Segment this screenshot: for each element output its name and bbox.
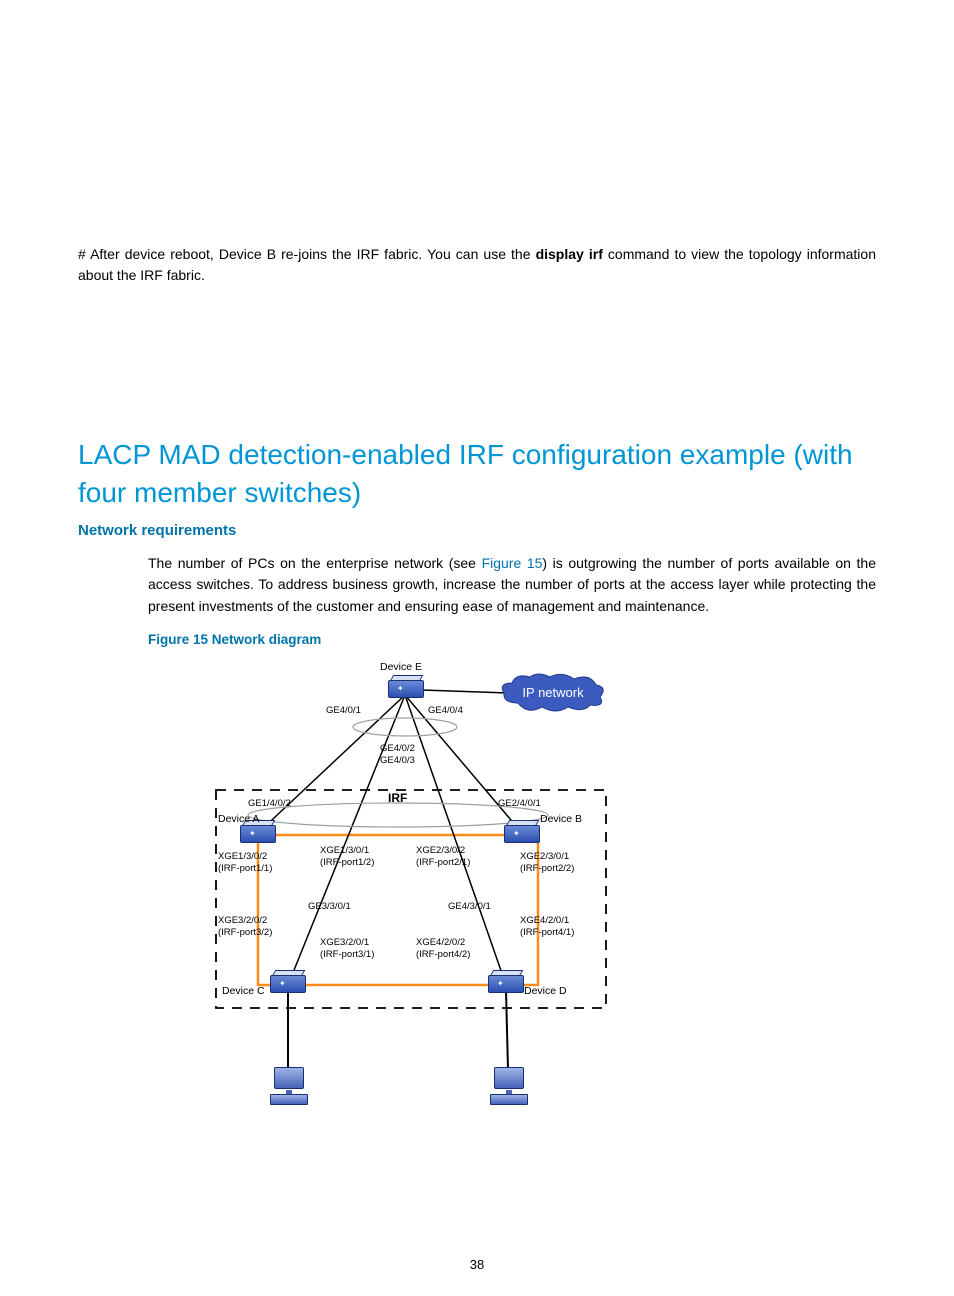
page-number: 38 [0, 1257, 954, 1272]
port-ge401: GE4/0/1 [326, 705, 361, 716]
port-xge3202: XGE3/2/0/2 [218, 915, 267, 926]
port-xge2302: XGE2/3/0/2 [416, 845, 465, 856]
requirements-paragraph: The number of PCs on the enterprise netw… [148, 553, 876, 618]
port-xge1302: XGE1/3/0/2 [218, 851, 267, 862]
port-ge3301: GE3/3/0/1 [308, 901, 351, 912]
port-irf42: (IRF-port4/2) [416, 949, 470, 960]
port-ge403: GE4/0/3 [380, 755, 415, 766]
port-irf22: (IRF-port2/2) [520, 863, 574, 874]
port-irf12: (IRF-port1/2) [320, 857, 374, 868]
diagram-svg [208, 655, 648, 1105]
device-b-icon: ✦ [504, 825, 538, 845]
section-title: LACP MAD detection-enabled IRF configura… [78, 436, 876, 512]
device-d-icon: ✦ [488, 975, 522, 995]
port-irf11: (IRF-port1/1) [218, 863, 272, 874]
pc-2-icon [490, 1067, 526, 1103]
device-e-icon: ✦ [388, 680, 422, 700]
network-diagram: IP network ✦ ✦ ✦ ✦ ✦ Device E Device A D… [208, 655, 648, 1105]
port-xge1301: XGE1/3/0/1 [320, 845, 369, 856]
port-xge2301: XGE2/3/0/1 [520, 851, 569, 862]
port-irf21: (IRF-port2/1) [416, 857, 470, 868]
device-a-icon: ✦ [240, 825, 274, 845]
device-d-label: Device D [524, 985, 567, 997]
irf-label: IRF [388, 791, 407, 805]
port-irf31: (IRF-port3/1) [320, 949, 374, 960]
intro-prefix: # After device reboot, Device B re-joins… [78, 246, 536, 262]
network-requirements-heading: Network requirements [78, 522, 876, 539]
port-xge4201: XGE4/2/0/1 [520, 915, 569, 926]
port-ge404: GE4/0/4 [428, 705, 463, 716]
port-xge3201: XGE3/2/0/1 [320, 937, 369, 948]
port-irf41: (IRF-port4/1) [520, 927, 574, 938]
device-a-label: Device A [218, 813, 259, 825]
figure-15-link[interactable]: Figure 15 [482, 555, 543, 571]
device-c-icon: ✦ [270, 975, 304, 995]
port-irf32: (IRF-port3/2) [218, 927, 272, 938]
ip-network-cloud: IP network [498, 673, 608, 713]
intro-paragraph: # After device reboot, Device B re-joins… [78, 244, 876, 286]
device-b-label: Device B [540, 813, 582, 825]
port-ge1402: GE1/4/0/2 [248, 798, 291, 809]
port-ge2401: GE2/4/0/1 [498, 798, 541, 809]
req-t1: The number of PCs on the enterprise netw… [148, 555, 482, 571]
display-irf-cmd: display irf [536, 246, 603, 262]
figure-caption: Figure 15 Network diagram [148, 632, 876, 647]
cloud-label: IP network [522, 685, 583, 700]
pc-1-icon [270, 1067, 306, 1103]
device-c-label: Device C [222, 985, 265, 997]
port-ge4301: GE4/3/0/1 [448, 901, 491, 912]
port-xge4202: XGE4/2/0/2 [416, 937, 465, 948]
port-ge402: GE4/0/2 [380, 743, 415, 754]
device-e-label: Device E [380, 661, 422, 673]
